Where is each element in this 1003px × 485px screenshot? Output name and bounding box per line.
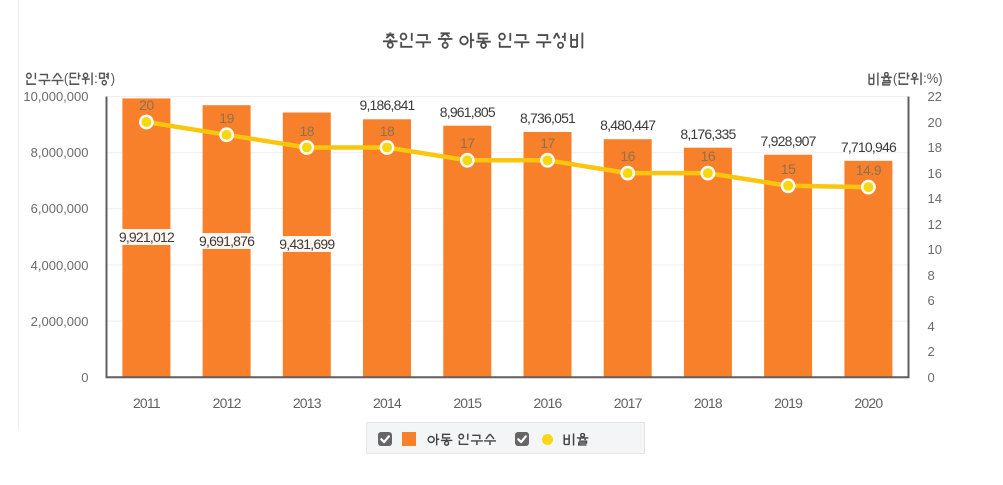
- svg-text:): ): [110, 72, 114, 86]
- svg-text::: :: [94, 72, 98, 86]
- svg-text:): ): [938, 72, 942, 86]
- svg-text:(: (: [63, 72, 68, 86]
- svg-text::: :: [923, 72, 927, 86]
- svg-text:%: %: [926, 72, 938, 86]
- svg-text:(: (: [892, 72, 897, 86]
